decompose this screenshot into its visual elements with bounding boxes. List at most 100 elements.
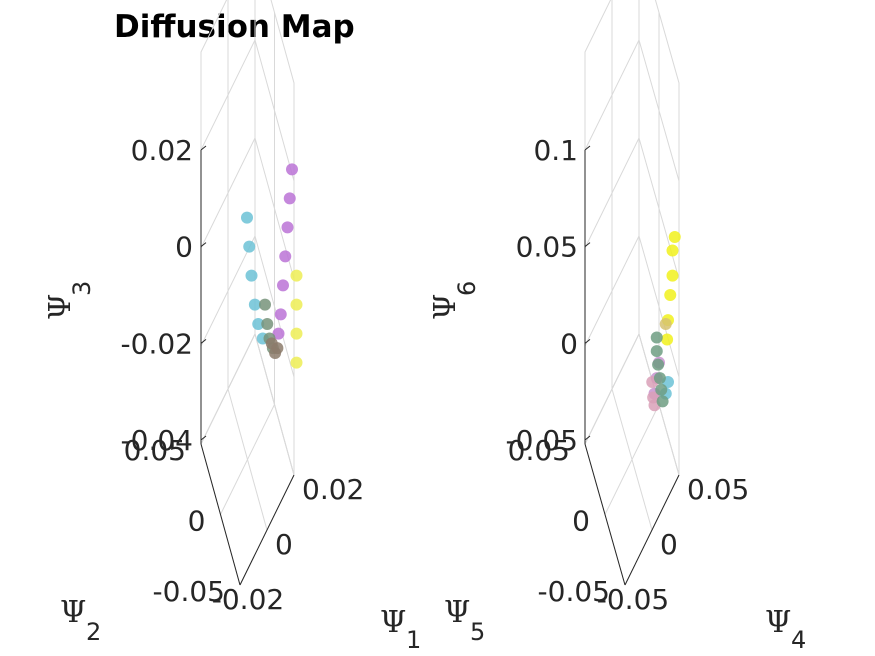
left-ylabel-subscript: 2: [86, 618, 101, 646]
scatter-point: [259, 298, 271, 311]
z-grid-line: [584, 38, 680, 182]
z-grid-line: [584, 234, 680, 378]
scatter-point: [279, 250, 292, 263]
floor-grid-line: [200, 333, 256, 445]
y-tick-label: -0.05: [538, 575, 610, 608]
floor-grid-line: [220, 404, 275, 515]
y-tick-label: 0.05: [508, 434, 570, 467]
scatter-point: [652, 358, 665, 371]
scatter-point: [261, 318, 274, 330]
scatter-point: [656, 395, 669, 408]
z-tick-label: -0.04: [121, 424, 193, 457]
scatter-point: [277, 279, 289, 292]
right-x-axis-label: Ψ 4: [765, 605, 806, 654]
left-zlabel-psi: Ψ: [43, 294, 78, 320]
right-ylabel-subscript: 5: [470, 618, 485, 646]
left-grid: [200, 0, 295, 586]
left-xlabel-psi: Ψ: [380, 605, 406, 640]
x-tick-label: 0.02: [302, 473, 364, 506]
left-axes: [200, 145, 295, 586]
z-tick-label: 0: [560, 327, 578, 360]
left-ylabel-psi: Ψ: [60, 595, 86, 630]
z-tick-label: -0.05: [506, 424, 578, 457]
scatter-point: [653, 372, 666, 385]
z-tick-label: 0: [175, 231, 193, 264]
floor-grid-line: [604, 404, 660, 515]
z-tick-label: 0.1: [533, 134, 578, 167]
right-scatter-points: [646, 231, 681, 412]
scatter-point: [271, 342, 284, 355]
scatter-point: [664, 289, 677, 301]
left-z-tick-labels: -0.04 -0.02 0 0.02: [121, 134, 193, 457]
right-xlabel-psi: Ψ: [765, 605, 791, 640]
z-tick-mark: [200, 145, 207, 151]
scatter-point: [666, 244, 679, 257]
right-y-axis-label: Ψ 5: [444, 595, 485, 646]
scatter-point: [290, 298, 303, 311]
left-z-axis-label: Ψ 3: [43, 281, 96, 320]
scatter-point: [659, 318, 672, 330]
scatter-point: [243, 240, 256, 253]
z-tick-mark: [200, 242, 207, 248]
left-y-tick-labels: -0.05 0 0.05: [124, 434, 225, 608]
scatter-point: [286, 163, 298, 176]
z-tick-mark: [200, 338, 207, 344]
z-tick-mark: [584, 435, 591, 441]
x-tick-label: 0: [275, 528, 293, 561]
scatter-point: [661, 333, 674, 346]
z-tick-mark: [584, 145, 591, 151]
z-tick-mark: [584, 242, 591, 248]
right-z-tick-labels: -0.05 0 0.05 0.1: [506, 134, 578, 457]
chart-title: Diffusion Map: [114, 9, 355, 45]
z-grid-line: [200, 38, 295, 182]
left-x-tick-labels: -0.02 0 0.02: [212, 473, 365, 616]
x-axis-line: [624, 474, 680, 586]
y-axis-line: [584, 443, 626, 586]
right-ylabel-psi: Ψ: [444, 595, 470, 630]
scatter-point: [245, 269, 258, 282]
z-tick-mark: [200, 435, 207, 441]
scatter-point: [650, 331, 663, 344]
y-tick-label: 0.05: [124, 434, 186, 467]
scatter-point: [668, 231, 681, 243]
scatter-point: [290, 327, 303, 340]
left-scatter-points: [241, 163, 303, 369]
x-tick-label: -0.02: [212, 583, 284, 616]
x-axis-line: [239, 474, 295, 586]
floor-grid-line: [584, 333, 640, 445]
scatter-point: [272, 327, 285, 340]
z-tick-label: 0.02: [131, 134, 193, 167]
z-tick-mark: [584, 338, 591, 344]
left-x-axis-label: Ψ 1: [380, 605, 421, 654]
left-3d-scatter-panel: -0.04 -0.02 0 0.02 -0.05 0 0.05 -0.02 0 0.02 Ψ …: [43, 0, 421, 654]
right-axes: [584, 145, 680, 586]
z-tick-label: 0.05: [516, 231, 578, 264]
scatter-point: [650, 345, 663, 358]
z-tick-label: -0.02: [121, 327, 193, 360]
scatter-point: [290, 269, 303, 282]
right-x-tick-labels: -0.05 0 0.05: [597, 473, 750, 616]
scatter-point: [281, 221, 294, 234]
x-tick-label: 0: [660, 528, 678, 561]
y-tick-label: 0: [188, 505, 206, 538]
scatter-point: [666, 269, 679, 282]
y-tick-label: 0: [572, 505, 590, 538]
z-grid-line: [584, 136, 680, 280]
scatter-point: [655, 383, 668, 396]
right-zlabel-subscript: 6: [453, 281, 481, 296]
right-y-tick-labels: -0.05 0 0.05: [508, 434, 610, 608]
right-xlabel-subscript: 4: [791, 626, 806, 654]
left-y-axis-label: Ψ 2: [60, 595, 101, 646]
y-tick-label: -0.05: [153, 575, 225, 608]
x-tick-label: -0.05: [597, 583, 669, 616]
right-z-axis-label: Ψ 6: [428, 281, 481, 320]
floor-grid-line: [254, 333, 295, 476]
left-zlabel-subscript: 3: [68, 281, 96, 296]
scatter-point: [283, 192, 296, 205]
scatter-point: [241, 211, 253, 224]
y-axis-line: [200, 443, 241, 586]
x-tick-label: 0.05: [687, 473, 749, 506]
scatter-point: [290, 356, 303, 369]
